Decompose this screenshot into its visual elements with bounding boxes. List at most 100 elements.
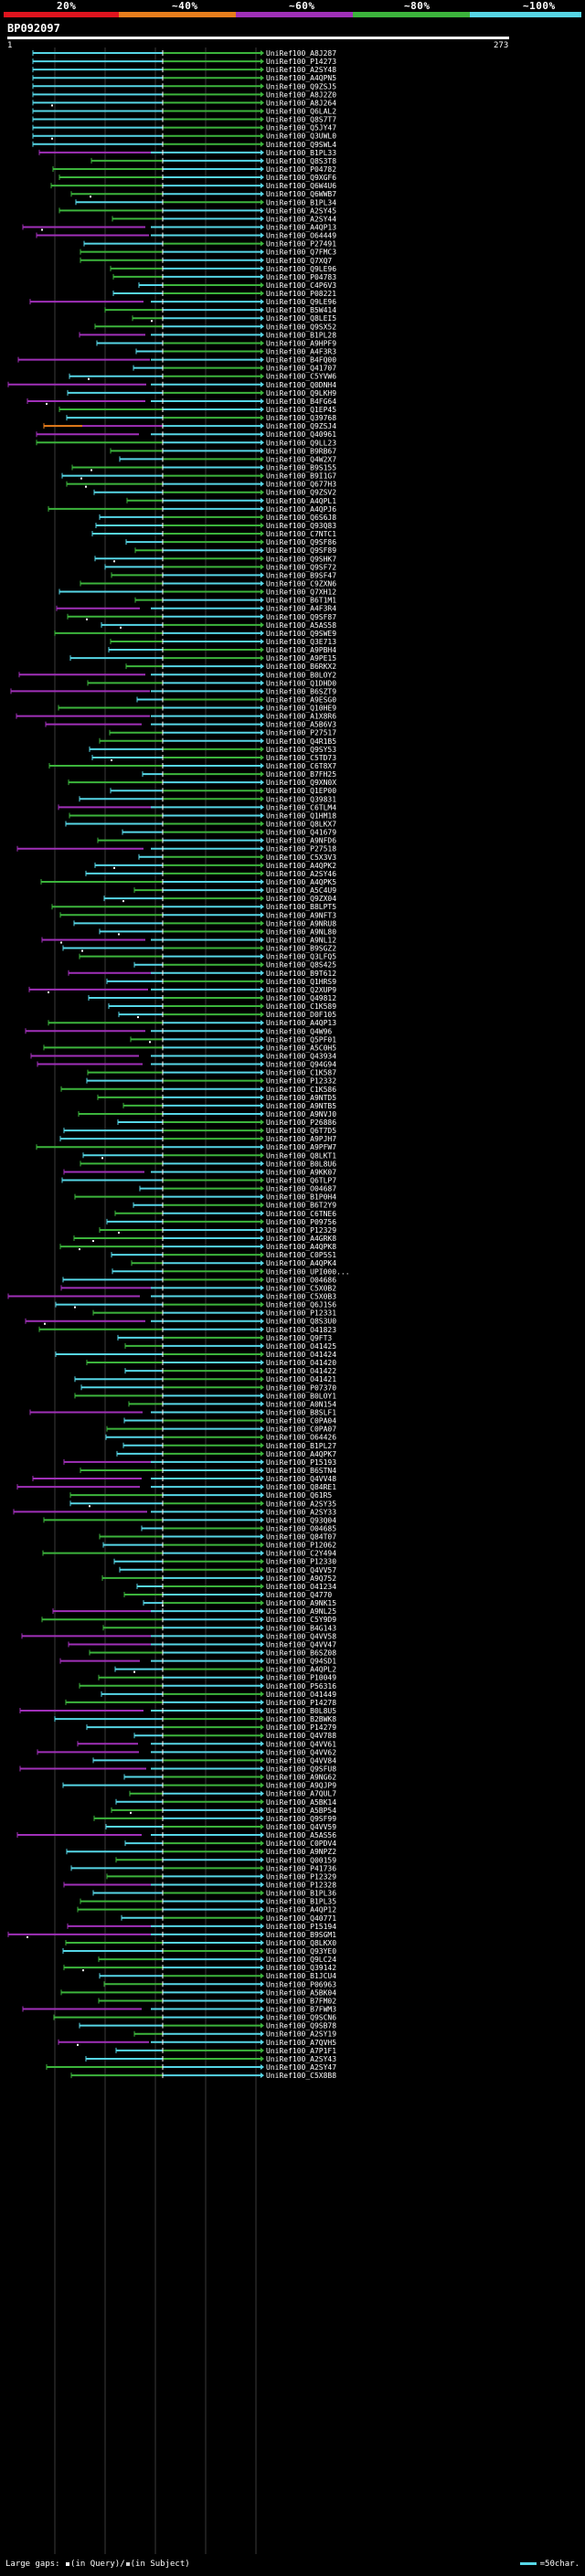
hit-label[interactable]: UniRef100_O41424 (266, 1351, 336, 1359)
hit-label[interactable]: UniRef100_C6TLM4 (266, 803, 336, 811)
hit-row[interactable]: UniRef100_P14278 (65, 1699, 336, 1707)
hit-row[interactable]: UniRef100_O41420 (86, 1359, 336, 1367)
hit-label[interactable]: UniRef100_P07370 (266, 1383, 336, 1392)
hit-label[interactable]: UniRef100_A4F3R3 (266, 348, 336, 356)
hit-label[interactable]: UniRef100_C4P6V3 (266, 281, 336, 290)
hit-label[interactable]: UniRef100_P27517 (266, 729, 336, 737)
hit-label[interactable]: UniRef100_Q4VV47 (266, 1640, 336, 1648)
hit-row[interactable]: UniRef100_O04685 (141, 1524, 336, 1532)
hit-label[interactable]: UniRef100_A9ESG0 (266, 695, 336, 704)
hit-row[interactable]: UniRef100_A4QPK7 (116, 1450, 336, 1458)
hit-row[interactable]: UniRef100_Q6T7D5 (63, 1127, 336, 1135)
hit-row[interactable]: UniRef100_UPI000... (112, 1267, 350, 1276)
hit-row[interactable]: UniRef100_Q4W96 (25, 1027, 332, 1035)
hit-row[interactable]: UniRef100_Q9ZSJ4 (43, 422, 336, 430)
hit-row[interactable]: UniRef100_O41421 (74, 1375, 336, 1383)
hit-row[interactable]: UniRef100_Q1EP45 (58, 406, 336, 414)
hit-label[interactable]: UniRef100_P14278 (266, 1699, 336, 1707)
hit-row[interactable]: UniRef100_Q5PF01 (130, 1035, 336, 1044)
hit-label[interactable]: UniRef100_A9KK07 (266, 1168, 336, 1176)
hit-row[interactable]: UniRef100_Q9SF99 (93, 1815, 336, 1823)
hit-label[interactable]: UniRef100_P14273 (266, 58, 336, 66)
hit-label[interactable]: UniRef100_Q9LE96 (266, 265, 336, 273)
hit-label[interactable]: UniRef100_P41736 (266, 1864, 336, 1872)
hit-row[interactable]: UniRef100_Q7FMC3 (80, 249, 336, 257)
hit-label[interactable]: UniRef100_P12331 (266, 1309, 336, 1318)
hit-label[interactable]: UniRef100_Q4VV48 (266, 1475, 336, 1483)
hit-row[interactable]: UniRef100_C5X0B3 (7, 1293, 336, 1301)
hit-row[interactable]: UniRef100_O41823 (38, 1326, 336, 1334)
hit-row[interactable]: UniRef100_A5BK04 (60, 1988, 336, 1997)
hit-label[interactable]: UniRef100_Q9LKH9 (266, 389, 336, 398)
hit-label[interactable]: UniRef100_O41823 (266, 1326, 336, 1334)
hit-row[interactable]: UniRef100_A9NL12 (41, 936, 336, 944)
hit-label[interactable]: UniRef100_Q4R1B5 (266, 737, 336, 746)
hit-row[interactable]: UniRef100_A5AS56 (16, 1831, 336, 1839)
hit-label[interactable]: UniRef100_P04783 (266, 273, 336, 281)
hit-row[interactable]: UniRef100_A9NTD5 (97, 1094, 336, 1102)
hit-label[interactable]: UniRef100_B9SGM1 (266, 1931, 336, 1939)
hit-row[interactable]: UniRef100_Q9ZSJ5 (32, 82, 336, 90)
hit-row[interactable]: UniRef100_Q7XQ7 (80, 257, 332, 265)
hit-label[interactable]: UniRef100_Q9SX52 (266, 323, 336, 331)
hit-row[interactable]: UniRef100_P27491 (83, 240, 336, 249)
hit-label[interactable]: UniRef100_Q61R5 (266, 1491, 332, 1500)
hit-row[interactable]: UniRef100_D0F105 (118, 1011, 336, 1019)
hit-row[interactable]: UniRef100_A2SY35 (69, 1500, 336, 1508)
hit-label[interactable]: UniRef100_A4GRK8 (266, 1235, 336, 1243)
hit-label[interactable]: UniRef100_Q41679 (266, 829, 336, 837)
hit-label[interactable]: UniRef100_A9NG62 (266, 1774, 336, 1782)
hit-label[interactable]: UniRef100_B7FM02 (266, 1997, 336, 2005)
hit-label[interactable]: UniRef100_A4QPK5 (266, 878, 336, 886)
hit-label[interactable]: UniRef100_B9T612 (266, 970, 336, 978)
hit-row[interactable]: UniRef100_O41234 (136, 1583, 336, 1591)
hit-row[interactable]: UniRef100_A9NFD6 (97, 837, 336, 845)
hit-label[interactable]: UniRef100_A9NL25 (266, 1607, 336, 1616)
hit-label[interactable]: UniRef100_Q4V788 (266, 1732, 336, 1740)
hit-label[interactable]: UniRef100_Q4VV62 (266, 1748, 336, 1756)
hit-row[interactable]: UniRef100_Q1HRS9 (106, 978, 336, 986)
hit-row[interactable]: UniRef100_A9HPF9 (96, 339, 336, 347)
hit-label[interactable]: UniRef100_P27491 (266, 240, 336, 249)
hit-label[interactable]: UniRef100_Q9ZSJ5 (266, 82, 336, 90)
hit-label[interactable]: UniRef100_O41421 (266, 1375, 336, 1383)
hit-label[interactable]: UniRef100_O04686 (266, 1276, 336, 1284)
hit-row[interactable]: UniRef100_Q4VV62 (37, 1748, 336, 1756)
hit-row[interactable]: UniRef100_Q6W4U6 (50, 182, 336, 190)
hit-row[interactable]: UniRef100_Q2XUP9 (28, 986, 336, 994)
hit-row[interactable]: UniRef100_Q4R1B5 (99, 737, 336, 746)
hit-row[interactable]: UniRef100_A0N154 (128, 1400, 336, 1408)
hit-label[interactable]: UniRef100_A4QPK8 (266, 1243, 336, 1251)
hit-label[interactable]: UniRef100_Q8S3U0 (266, 1318, 336, 1326)
hit-row[interactable]: UniRef100_Q1EP00 (110, 787, 336, 795)
hit-row[interactable]: UniRef100_Q9XGF6 (58, 174, 336, 182)
hit-row[interactable]: UniRef100_O41422 (124, 1367, 336, 1375)
hit-row[interactable]: UniRef100_B9I1G7 (61, 472, 336, 481)
hit-row[interactable]: UniRef100_C0P5S1 (111, 1251, 336, 1259)
hit-label[interactable]: UniRef100_Q9SHK7 (266, 555, 336, 563)
hit-row[interactable]: UniRef100_B4G143 (102, 1624, 336, 1632)
hit-row[interactable]: UniRef100_A9PFW7 (36, 1143, 336, 1151)
hit-row[interactable]: UniRef100_C2Y494 (42, 1550, 336, 1558)
hit-label[interactable]: UniRef100_Q93Q83 (266, 522, 336, 530)
hit-label[interactable]: UniRef100_Q9ZSJ4 (266, 422, 336, 430)
hit-row[interactable]: UniRef100_C5TD73 (91, 754, 336, 762)
hit-row[interactable]: UniRef100_B1PL34 (75, 198, 336, 207)
hit-row[interactable]: UniRef100_O41424 (55, 1351, 336, 1359)
hit-label[interactable]: UniRef100_B6T2Y9 (266, 1202, 336, 1210)
hit-row[interactable]: UniRef100_Q40961 (36, 430, 336, 439)
hit-row[interactable]: UniRef100_O64449 (36, 232, 336, 240)
hit-label[interactable]: UniRef100_Q4VV58 (266, 1632, 336, 1640)
hit-label[interactable]: UniRef100_A9PFW7 (266, 1143, 336, 1151)
hit-row[interactable]: UniRef100_Q93YE0 (62, 1947, 336, 1956)
hit-row[interactable]: UniRef100_B0L8U5 (19, 1707, 336, 1715)
hit-row[interactable]: UniRef100_Q9LKH9 (67, 389, 336, 398)
hit-row[interactable]: UniRef100_Q94SD1 (59, 1658, 336, 1666)
hit-label[interactable]: UniRef100_A2SY44 (266, 215, 336, 223)
hit-label[interactable]: UniRef100_Q4VV59 (266, 1823, 336, 1831)
hit-row[interactable]: UniRef100_Q9ZSV2 (93, 489, 336, 497)
hit-row[interactable]: UniRef100_B9S155 (71, 464, 336, 472)
hit-label[interactable]: UniRef100_Q6WWB7 (266, 190, 336, 198)
hit-label[interactable]: UniRef100_Q10HE9 (266, 705, 336, 713)
hit-label[interactable]: UniRef100_A8J287 (266, 49, 336, 58)
